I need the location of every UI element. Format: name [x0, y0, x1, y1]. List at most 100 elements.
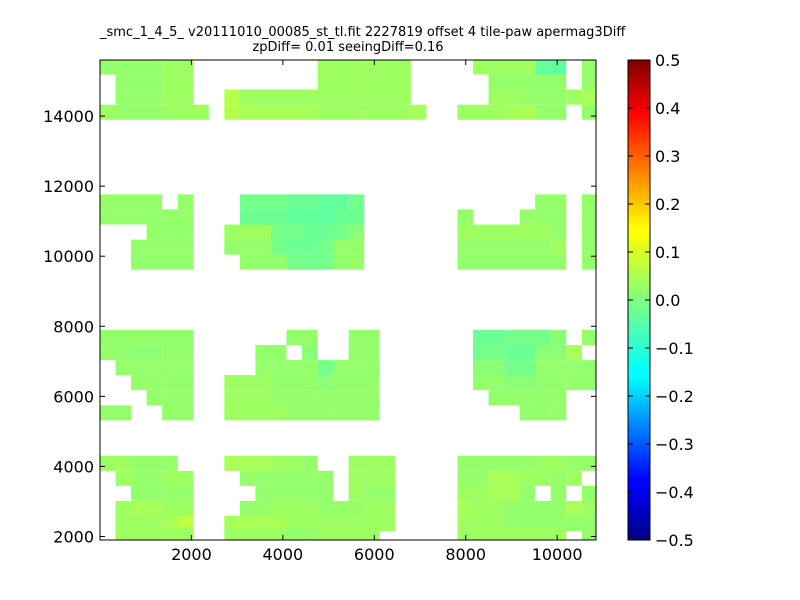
heatmap-cell [473, 329, 505, 346]
heatmap-cell [162, 516, 178, 532]
chart-title-line-2: zpDiff= 0.01 seeingDiff=0.16 [252, 40, 444, 55]
heatmap-cell [177, 194, 194, 210]
heatmap-cell [519, 405, 551, 421]
heatmap-cell [317, 470, 334, 486]
heatmap-cell [115, 470, 132, 486]
heatmap-cell [100, 329, 194, 346]
heatmap-cell [224, 104, 240, 120]
heatmap-cell [224, 239, 271, 255]
heatmap-cell [302, 345, 318, 361]
heatmap-cell [488, 470, 520, 486]
x-tick-label: 2000 [171, 545, 212, 564]
heatmap-cell [488, 89, 520, 105]
heatmap-cells [100, 60, 596, 540]
heatmap-cell [100, 345, 132, 361]
heatmap-cell [488, 485, 520, 501]
y-tick-label: 2000 [53, 527, 94, 546]
heatmap-cell [224, 390, 271, 406]
heatmap-cell [457, 527, 567, 540]
heatmap-cell [581, 209, 596, 225]
heatmap-cell [162, 74, 194, 90]
heatmap-cell [162, 500, 194, 516]
heatmap-cell [177, 224, 194, 240]
heatmap-cell [504, 329, 551, 346]
heatmap-cell [504, 375, 536, 391]
heatmap-cell [535, 60, 567, 75]
heatmap-cell [333, 516, 396, 532]
plot-frame [99, 59, 597, 541]
heatmap-cell [317, 60, 365, 75]
heatmap-cell [115, 360, 147, 376]
y-tick-label: 8000 [53, 317, 94, 336]
heatmap-cell [581, 60, 596, 75]
heatmap-cell [286, 194, 318, 210]
heatmap-cell [457, 104, 505, 120]
heatmap-cell [550, 224, 567, 240]
heatmap-cell [333, 239, 365, 255]
y-tick-label: 6000 [53, 387, 94, 406]
heatmap-cell [504, 104, 536, 120]
heatmap-cell [131, 485, 163, 501]
colorbar-axis: 0.5 0.4 0.3 0.2 0.1 0.0 −0.1 −0.2 −0.3 −0.4 −0.5 [628, 51, 694, 550]
heatmap-cell [581, 485, 596, 501]
heatmap-cell [270, 239, 287, 255]
heatmap-cell [504, 345, 536, 361]
heatmap-cell [317, 390, 380, 406]
y-axis: 2000 4000 6000 8000 10000 12000 14000 [43, 107, 596, 546]
x-tick-label: 4000 [262, 545, 303, 564]
heatmap-cell [566, 455, 596, 471]
colorbar-tick-label: −0.2 [655, 387, 694, 406]
heatmap-cell [519, 89, 567, 105]
heatmap-cell [162, 485, 194, 501]
heatmap-cell [286, 527, 318, 540]
heatmap-cell [364, 500, 396, 516]
heatmap-cell [457, 455, 489, 471]
heatmap-cell [348, 224, 365, 240]
heatmap-cell [535, 360, 567, 376]
heatmap-cell [100, 194, 163, 210]
heatmap-cell [473, 60, 536, 75]
heatmap-cell [550, 485, 567, 501]
heatmap-cell [488, 74, 536, 90]
heatmap-cell [566, 89, 582, 105]
heatmap-cell [146, 390, 163, 406]
heatmap-cell [224, 89, 240, 105]
heatmap-cell [581, 239, 596, 255]
heatmap-cell [270, 455, 303, 471]
heatmap-cell [566, 375, 596, 391]
heatmap-cell [317, 104, 365, 120]
heatmap-cell [162, 375, 194, 391]
y-tick-label: 12000 [43, 177, 94, 196]
heatmap-cell [566, 360, 596, 376]
heatmap-cell [100, 104, 116, 120]
x-tick-label: 10000 [532, 545, 583, 564]
heatmap-cell [286, 516, 334, 532]
heatmap-cell [270, 390, 318, 406]
heatmap-cell [457, 470, 489, 486]
heatmap-cell [131, 500, 163, 516]
heatmap-cell [535, 455, 567, 471]
heatmap-cell [473, 375, 505, 391]
colorbar-tick-label: −0.3 [655, 435, 694, 454]
heatmap-cell [566, 470, 582, 486]
heatmap-cell [317, 375, 334, 391]
heatmap-cell [100, 60, 163, 75]
heatmap-cell [457, 500, 474, 516]
heatmap-cell [131, 375, 163, 391]
heatmap-cell [162, 527, 194, 540]
heatmap-cell [581, 74, 596, 90]
heatmap-cell [535, 194, 567, 210]
heatmap-cell [239, 194, 287, 210]
heatmap-cell [535, 345, 567, 361]
heatmap-cell [131, 345, 163, 361]
heatmap-cell [317, 500, 334, 516]
heatmap-cell [488, 455, 536, 471]
heatmap-cell [239, 104, 318, 120]
heatmap-cell [162, 89, 194, 105]
heatmap-cell [100, 209, 163, 225]
heatmap-cell [317, 89, 365, 105]
heatmap-cell [131, 239, 194, 255]
heatmap-cell [488, 390, 536, 406]
